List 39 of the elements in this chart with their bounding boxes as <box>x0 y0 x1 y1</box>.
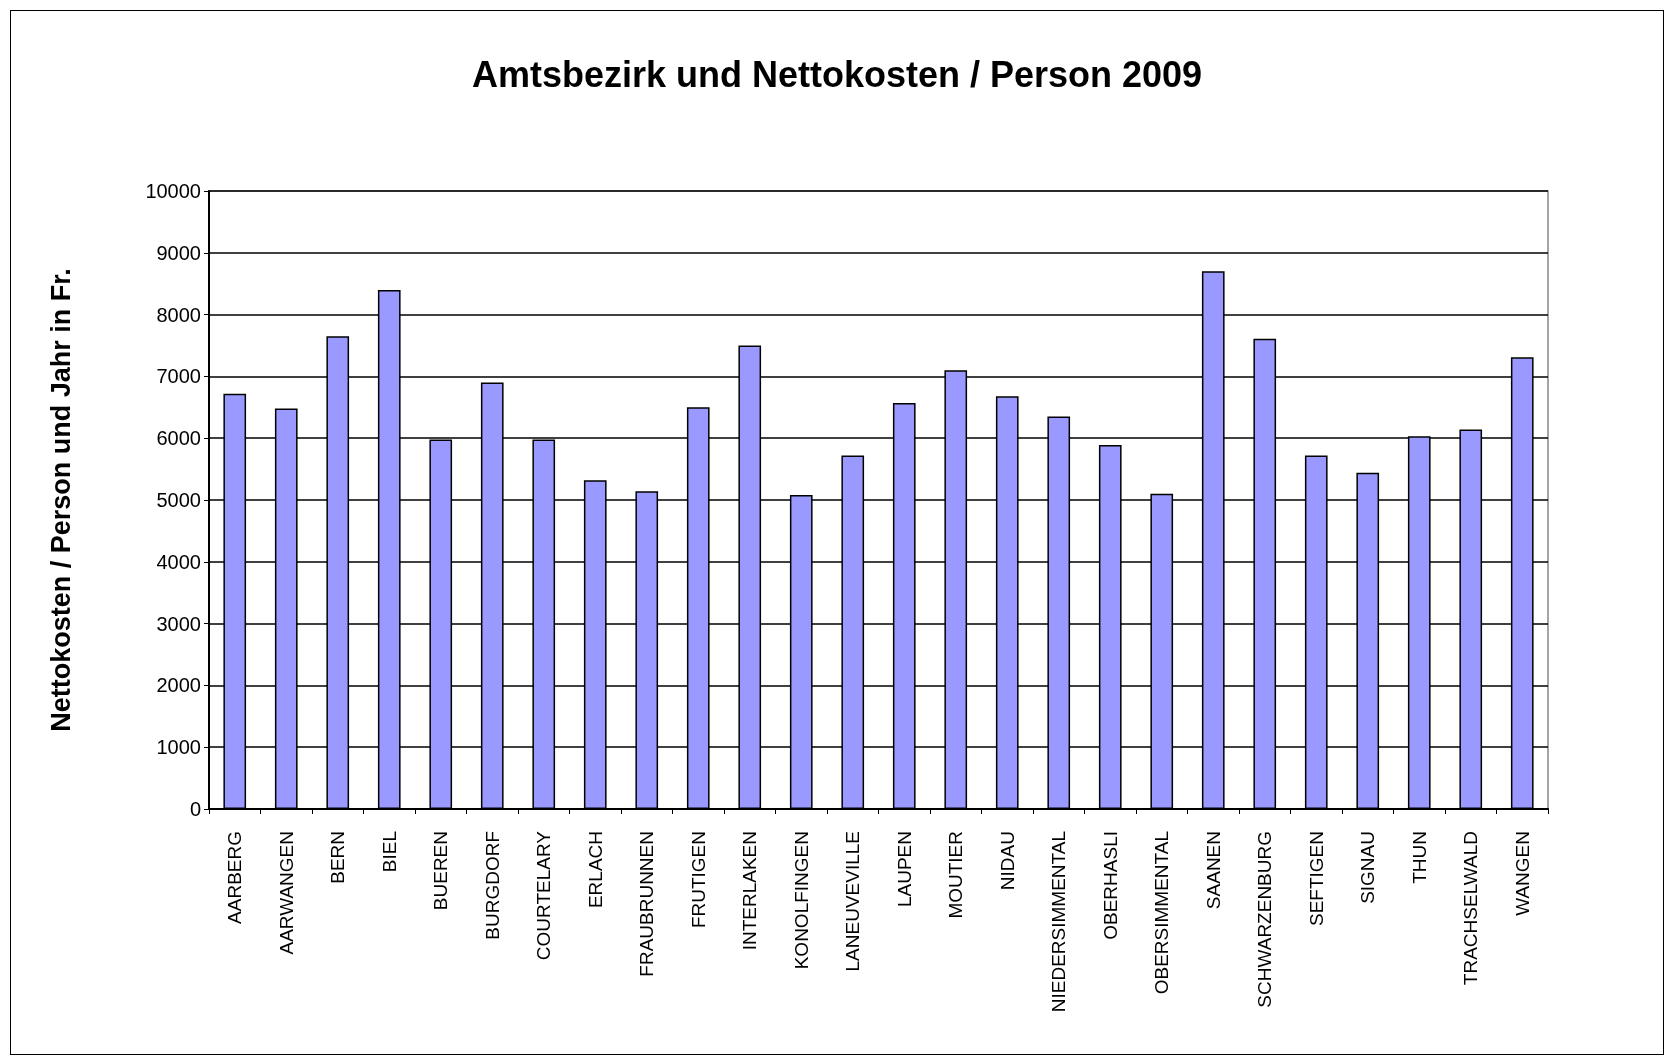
y-tick-label: 9000 <box>156 241 201 264</box>
x-tick-label: LANEUVEVILLE <box>842 831 864 972</box>
x-tick-label: FRAUBRUNNEN <box>636 831 658 977</box>
x-tick-label: BERN <box>327 831 349 884</box>
x-tick-label: SIGNAU <box>1357 831 1379 904</box>
y-axis-title: Nettokosten / Person und Jahr in Fr. <box>45 268 76 732</box>
y-tick-label: 4000 <box>156 550 201 573</box>
x-tick-label: SCHWARZENBURG <box>1254 831 1276 1008</box>
y-tick-label: 8000 <box>156 303 201 326</box>
x-tick-label: OBERHASLI <box>1099 831 1121 940</box>
x-tick-label: BUEREN <box>430 831 452 911</box>
x-tick-label: TRACHSELWALD <box>1460 831 1482 986</box>
y-tick-label: 0 <box>189 798 201 820</box>
x-tick-label: THUN <box>1408 831 1430 884</box>
y-tick-label: 7000 <box>156 365 201 388</box>
x-tick-label: OBERSIMMENTAL <box>1151 831 1173 995</box>
x-tick-label: NIDAU <box>996 831 1018 891</box>
x-tick-label: SEFTIGEN <box>1305 831 1327 927</box>
x-tick-label: AARBERG <box>224 831 246 924</box>
x-tick-label: WANGEN <box>1511 831 1533 916</box>
y-tick-label: 5000 <box>156 489 201 511</box>
x-tick-label: SAANEN <box>1202 831 1224 910</box>
y-tick-label: 1000 <box>156 736 201 759</box>
x-tick-label: COURTELARY <box>533 830 555 961</box>
x-tick-label: NIEDERSIMMENTAL <box>1048 831 1070 1013</box>
y-tick-label: 2000 <box>156 674 201 697</box>
x-tick-label: AARWANGEN <box>275 831 297 955</box>
x-tick-label: KONOLFINGEN <box>790 831 812 970</box>
y-tick-label: 10000 <box>145 180 201 202</box>
chart-title: Amtsbezirk und Nettokosten / Person 2009 <box>471 53 1203 95</box>
x-tick-label: BIEL <box>378 831 400 873</box>
y-tick-label: 3000 <box>156 612 201 635</box>
y-tick-label: 6000 <box>156 427 201 450</box>
x-tick-label: MOUTIER <box>945 831 967 919</box>
x-tick-label: FRUTIGEN <box>687 831 709 929</box>
x-tick-label: ERLACH <box>584 831 606 909</box>
x-tick-label: BURGDORF <box>481 831 503 940</box>
x-tick-label: INTERLAKEN <box>739 831 761 951</box>
x-tick-label: LAUPEN <box>893 831 915 908</box>
